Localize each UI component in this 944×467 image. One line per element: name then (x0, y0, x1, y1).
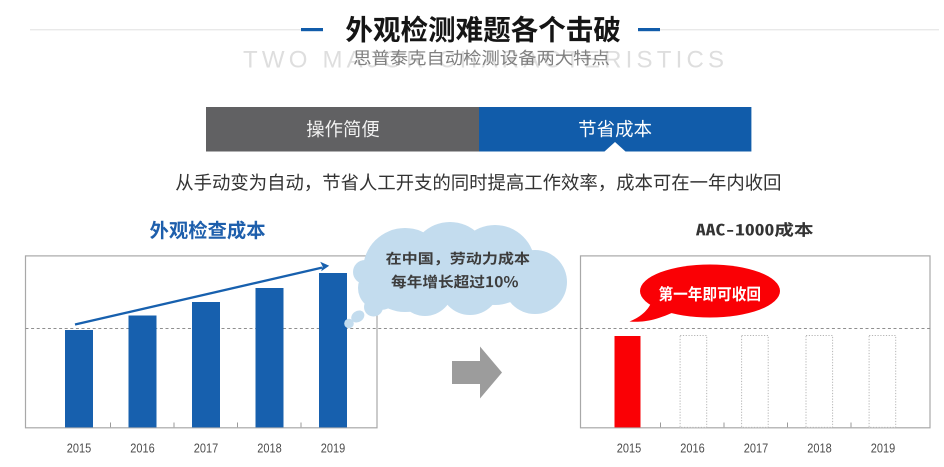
svg-text:2016: 2016 (680, 441, 704, 456)
svg-text:2018: 2018 (257, 441, 281, 456)
svg-text:2017: 2017 (194, 441, 218, 456)
svg-text:2019: 2019 (321, 441, 345, 456)
svg-text:2019: 2019 (871, 441, 895, 456)
svg-text:2015: 2015 (617, 441, 641, 456)
svg-text:2017: 2017 (744, 441, 768, 456)
svg-text:2016: 2016 (130, 441, 154, 456)
svg-text:2018: 2018 (807, 441, 831, 456)
svg-text:2015: 2015 (67, 441, 91, 456)
